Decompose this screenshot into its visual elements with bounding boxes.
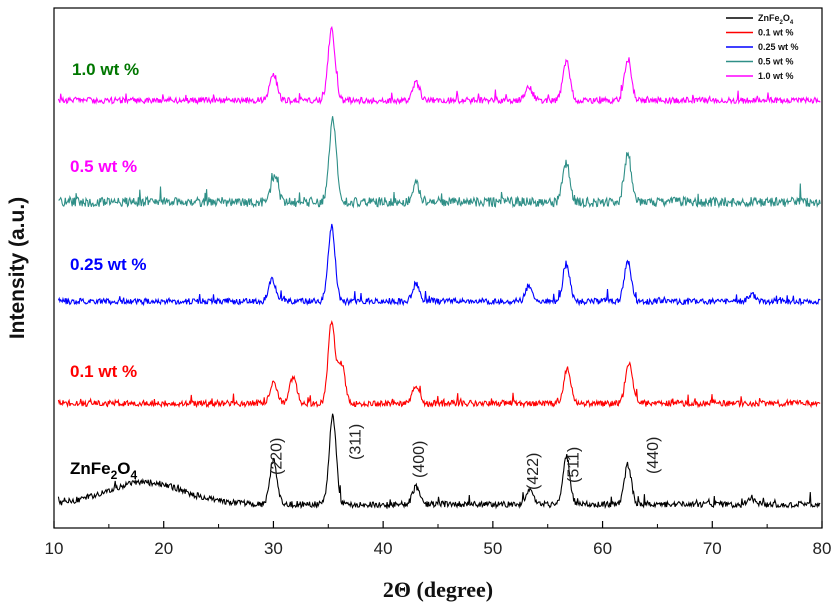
series-label-2: 0.25 wt % (70, 255, 147, 274)
peak-annotation-4: (511) (565, 447, 582, 483)
series-layer (57, 25, 821, 510)
series-line-1 (57, 320, 821, 409)
peak-annotation-2: (400) (411, 441, 428, 478)
axes: 10 20 30 40 50 60 70 80 2Θ (degree) Intensity (a.… (6, 197, 831, 602)
x-tick-label-5: 60 (593, 539, 612, 558)
series-line-4 (57, 25, 821, 106)
plot-frame (53, 7, 823, 529)
x-tick-label-1: 20 (154, 539, 173, 558)
legend-item-2: 0.25 wt % (758, 42, 799, 52)
plot-border (53, 7, 823, 529)
legend: ZnFe2O4 0.1 wt % 0.25 wt % 0.5 wt % 1.0 wt % (726, 13, 799, 81)
series-line-0 (57, 413, 821, 510)
series-label-4: 1.0 wt % (72, 60, 139, 79)
peak-annotation-5: (440) (645, 437, 662, 474)
x-tick-label-6: 70 (703, 539, 722, 558)
x-axis-title: 2Θ (degree) (383, 577, 493, 602)
x-tick-label-3: 40 (374, 539, 393, 558)
x-tick-label-0: 10 (45, 539, 64, 558)
series-label-0: ZnFe2O4 (70, 459, 138, 482)
series-line-2 (57, 223, 821, 307)
y-axis-title: Intensity (a.u.) (6, 197, 29, 339)
legend-item-0: ZnFe2O4 (758, 13, 794, 26)
x-tick-label-2: 30 (264, 539, 283, 558)
series-line-3 (58, 116, 821, 209)
legend-item-1: 0.1 wt % (758, 28, 794, 38)
series-label-1: 0.1 wt % (70, 362, 137, 381)
peak-annotation-0: (220) (268, 438, 285, 475)
peak-annotation-layer: (220) (311) (400) (422) (511) (440) (268, 424, 661, 490)
legend-item-4: 1.0 wt % (758, 71, 794, 81)
series-label-layer: ZnFe2O4 0.1 wt % 0.25 wt % 0.5 wt % 1.0 wt % (70, 60, 147, 482)
peak-annotation-1: (311) (348, 424, 365, 460)
legend-item-3: 0.5 wt % (758, 57, 794, 67)
x-tick-label-7: 80 (813, 539, 832, 558)
x-tick-label-4: 50 (483, 539, 502, 558)
series-label-3: 0.5 wt % (70, 157, 137, 176)
peak-annotation-3: (422) (525, 453, 542, 490)
